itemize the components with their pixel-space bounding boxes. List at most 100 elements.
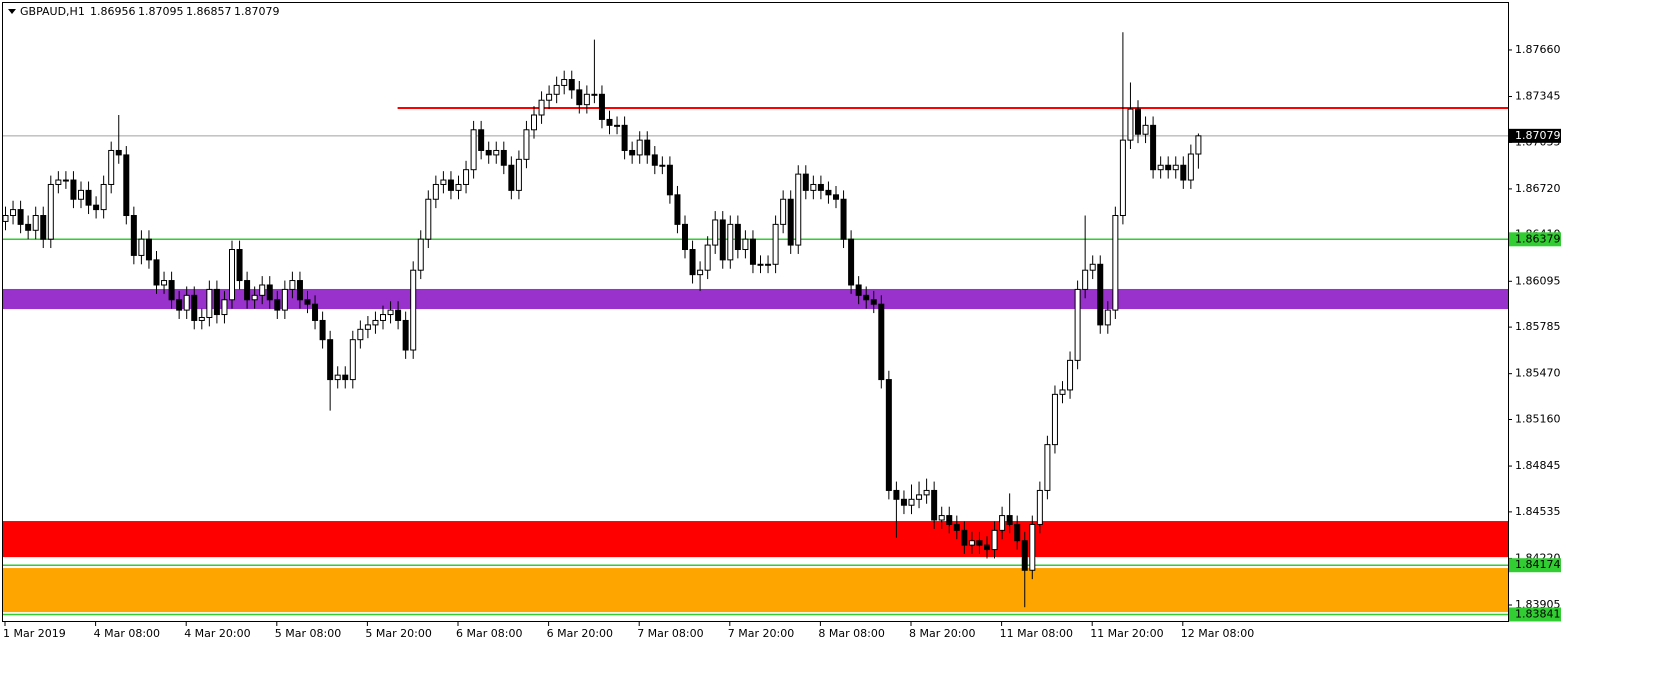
candle-body: [62, 179, 69, 182]
x-tick-label: 7 Mar 20:00: [728, 627, 794, 640]
candle-body: [749, 238, 756, 265]
candle-body: [213, 288, 220, 316]
candle-body: [704, 244, 711, 271]
candle-body: [719, 219, 726, 261]
candle-body: [727, 223, 734, 261]
candle-body: [900, 498, 907, 506]
candle-body: [380, 314, 386, 321]
candle-body: [636, 139, 643, 156]
candle-body: [10, 209, 17, 217]
ohlc-close: 1.87079: [234, 5, 280, 18]
candle-body: [787, 198, 794, 246]
candle-body: [682, 223, 688, 251]
candle-body: [1044, 444, 1051, 491]
candle-body: [644, 139, 651, 156]
candle-body: [689, 249, 696, 276]
candle-body: [432, 183, 439, 200]
candle-body: [916, 494, 923, 500]
candle-body: [840, 198, 847, 240]
candle-body: [810, 183, 817, 191]
candle-body: [244, 280, 251, 301]
candle-body: [1104, 309, 1111, 326]
candle-body: [984, 544, 990, 551]
candle-body: [463, 169, 470, 185]
candle-body: [1059, 389, 1066, 395]
candle-body: [168, 280, 175, 301]
candle-body: [765, 263, 772, 266]
price-label-box: [1509, 232, 1561, 247]
candle-body: [508, 164, 515, 191]
ohlc-high: 1.87095: [138, 5, 184, 18]
candle-body: [878, 303, 885, 381]
candle-body: [923, 489, 930, 496]
candle-body: [85, 189, 92, 206]
candle-body: [221, 299, 228, 316]
candle-body: [115, 149, 122, 156]
candle-body: [236, 249, 243, 282]
candle-body: [629, 149, 636, 156]
y-tick-label: 1.84845: [1515, 459, 1561, 472]
candle-body: [1157, 164, 1164, 171]
y-tick-label: 1.87660: [1515, 43, 1561, 56]
candle-body: [674, 194, 681, 225]
x-tick-label: 8 Mar 20:00: [909, 627, 975, 640]
candle-body: [145, 238, 152, 261]
candle-body: [568, 79, 575, 91]
candle-body: [848, 238, 855, 286]
candle-body: [1112, 215, 1119, 311]
price-label-box: [1509, 607, 1561, 622]
candle-body: [953, 523, 960, 531]
candle-body: [78, 189, 84, 200]
candle-body: [1051, 393, 1058, 446]
plot-layer: [2, 32, 1508, 616]
candle-body: [2, 215, 9, 222]
candle-body: [553, 84, 560, 95]
candle-body: [893, 489, 900, 500]
candle-body: [1014, 523, 1021, 542]
candle-body: [1082, 269, 1089, 290]
candle-body: [999, 515, 1006, 531]
candle-body: [500, 149, 507, 166]
x-tick-label: 4 Mar 08:00: [94, 627, 160, 640]
candle-body: [621, 124, 628, 151]
zone: [3, 288, 1508, 310]
candle-body: [93, 204, 100, 211]
candle-body: [1074, 288, 1081, 361]
x-tick-label: 12 Mar 08:00: [1181, 627, 1254, 640]
candle-body: [515, 158, 522, 191]
candle-body: [123, 154, 130, 217]
candle-body: [485, 149, 492, 156]
candle-body: [712, 219, 719, 246]
chart-title: GBPAUD,H1: [20, 5, 85, 18]
candle-body: [885, 379, 892, 491]
candle-body: [938, 515, 945, 521]
candle-body: [946, 515, 953, 525]
candle-body: [931, 489, 938, 521]
candle-body: [229, 249, 235, 301]
candle-body: [266, 284, 273, 301]
candle-body: [833, 194, 839, 200]
candle-body: [296, 280, 303, 301]
candle-body: [734, 223, 741, 251]
candle-body: [863, 294, 870, 301]
candle-body: [1135, 108, 1141, 135]
candle-body: [1119, 139, 1126, 217]
candle-body: [795, 173, 802, 246]
candle-body: [55, 179, 62, 185]
candle-body: [538, 99, 545, 116]
y-tick-label: 1.85470: [1515, 367, 1561, 380]
candle-body: [855, 284, 862, 296]
x-tick-label: 11 Mar 20:00: [1090, 627, 1163, 640]
ohlc-open: 1.86956: [90, 5, 136, 18]
y-tick-label: 1.87345: [1515, 90, 1561, 103]
candle-body: [410, 269, 417, 351]
candle-body: [191, 294, 198, 321]
plot-frame: [2, 2, 1509, 622]
price-label-box: [1509, 128, 1561, 143]
candle-body: [1006, 515, 1013, 525]
candle-body: [417, 238, 424, 271]
candle-body: [1180, 164, 1187, 181]
price-label: 1.84174: [1515, 558, 1561, 571]
candle-body: [1021, 540, 1028, 571]
x-tick-label: 6 Mar 08:00: [456, 627, 522, 640]
